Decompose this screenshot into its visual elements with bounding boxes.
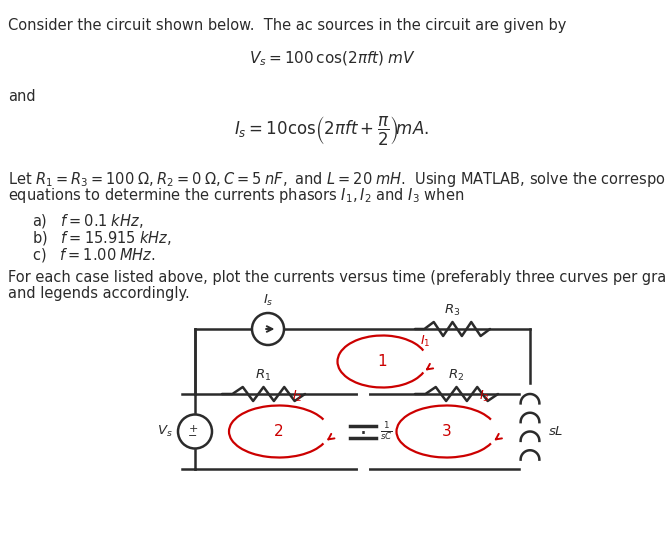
Text: $R_2$: $R_2$ [448,368,465,383]
Circle shape [178,414,212,449]
Text: $I_3$: $I_3$ [479,389,490,404]
Text: Consider the circuit shown below.  The ac sources in the circuit are given by: Consider the circuit shown below. The ac… [8,18,567,33]
Text: $I_2$: $I_2$ [292,389,302,404]
Text: $I_1$: $I_1$ [420,334,431,349]
Text: equations to determine the currents phasors $I_1, I_2$ and $I_3$ when: equations to determine the currents phas… [8,186,464,205]
Text: 1: 1 [378,354,387,369]
Text: and legends accordingly.: and legends accordingly. [8,286,190,301]
Text: and: and [8,89,36,104]
Text: +: + [188,423,198,434]
Text: 3: 3 [442,424,452,439]
Text: $V_s$: $V_s$ [158,424,173,439]
Text: Let $R_1 = R_3 = 100\;\Omega, R_2 = 0\;\Omega, C = 5\;nF,$ and $L = 20\;mH$.  Us: Let $R_1 = R_3 = 100\;\Omega, R_2 = 0\;\… [8,170,665,189]
Text: For each case listed above, plot the currents versus time (preferably three curv: For each case listed above, plot the cur… [8,270,665,285]
Text: −: − [188,431,198,442]
Text: 2: 2 [274,424,284,439]
Text: $I_s = 10\cos\!\left(2\pi ft + \dfrac{\pi}{2}\right)\!mA.$: $I_s = 10\cos\!\left(2\pi ft + \dfrac{\p… [235,114,430,147]
Text: a)   $f = 0.1\;kHz,$: a) $f = 0.1\;kHz,$ [32,212,144,230]
Circle shape [252,313,284,345]
Text: $R_1$: $R_1$ [255,368,271,383]
Text: $V_s = 100\,\cos(2\pi ft)\;mV$: $V_s = 100\,\cos(2\pi ft)\;mV$ [249,50,416,68]
Text: $sL$: $sL$ [548,425,563,438]
Text: $I_s$: $I_s$ [263,293,273,308]
Text: $\frac{1}{sC}$: $\frac{1}{sC}$ [380,421,392,443]
Text: $R_3$: $R_3$ [444,303,461,318]
Text: b)   $f = 15.915\;kHz,$: b) $f = 15.915\;kHz,$ [32,229,172,247]
Text: c)   $f = 1.00\;MHz.$: c) $f = 1.00\;MHz.$ [32,246,156,264]
